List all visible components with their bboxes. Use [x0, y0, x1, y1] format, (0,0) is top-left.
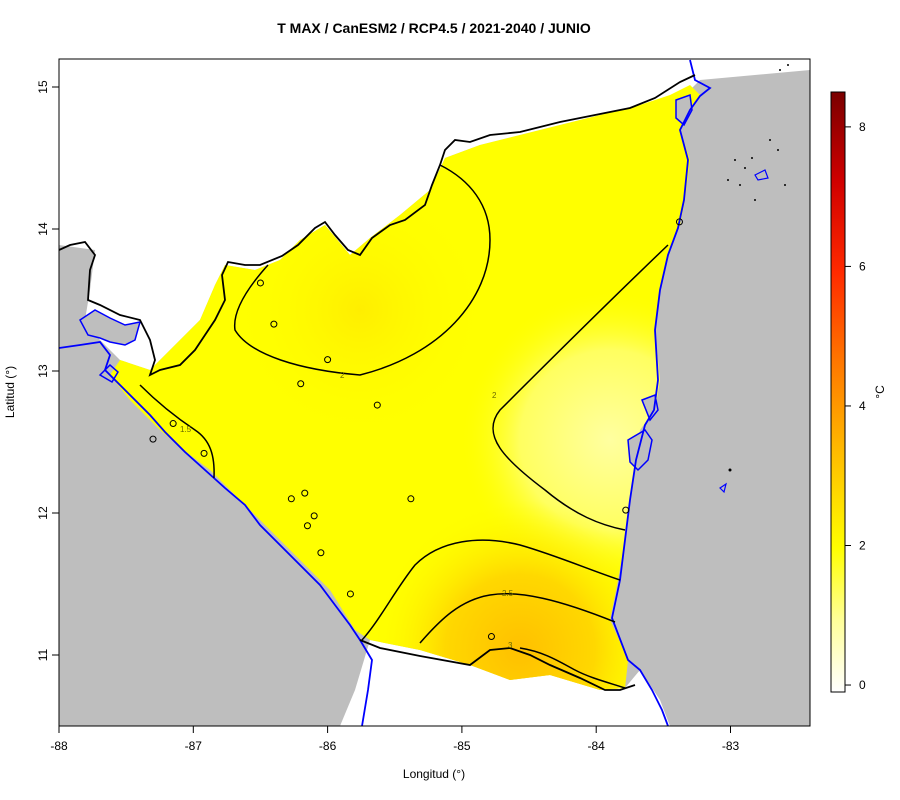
y-tick-label: 14: [36, 222, 50, 236]
colorbar-tick-label: 8: [859, 120, 866, 134]
contour-lines: [139, 164, 669, 689]
colorbar-tick-label: 0: [859, 678, 866, 692]
gulf-of-fonseca: [79, 309, 142, 346]
x-tick-label: -83: [722, 739, 740, 753]
station-marker: [297, 380, 305, 388]
contour-2-north: [233, 164, 491, 376]
station-marker: [324, 356, 332, 364]
x-tick-label: -88: [50, 739, 68, 753]
colorbar-tick-label: 4: [859, 399, 866, 413]
north-lagoon: [675, 93, 693, 127]
colorbar-tick-label: 2: [859, 538, 866, 552]
station-marker: [301, 489, 309, 497]
station-marker: [317, 549, 325, 557]
contour-label: 2: [340, 371, 345, 380]
station-marker: [149, 435, 157, 443]
caribbean-coastline: [611, 59, 712, 726]
x-tick-label: -84: [588, 739, 606, 753]
station-marker: [675, 218, 683, 226]
station-marker: [270, 320, 278, 328]
map-plot-area: 2 2 1.5 2.5 3: [59, 59, 810, 726]
contour-label: 2.5: [502, 589, 514, 598]
station-marker: [622, 506, 630, 514]
x-axis-title: Longitud (°): [403, 767, 465, 781]
colorbar: 0 2 4 6 8 °C: [830, 91, 887, 693]
station-marker: [373, 401, 381, 409]
y-tick-label: 15: [36, 80, 50, 94]
colorbar-gradient: [830, 91, 846, 693]
cosiguina-peninsula: [98, 363, 119, 384]
map-title: T MAX / CanESM2 / RCP4.5 / 2021-2040 / J…: [277, 20, 591, 36]
contour-1-5-west: [139, 384, 215, 479]
y-tick-label: 11: [36, 648, 50, 661]
northern-border: [59, 74, 696, 377]
contour-2-east: [492, 244, 669, 531]
x-tick-label: -85: [453, 739, 471, 753]
pearl-lagoon: [627, 429, 653, 472]
colorbar-label: °C: [873, 385, 887, 399]
x-tick-label: -86: [319, 739, 337, 753]
station-marker: [346, 590, 354, 598]
contour-2-5-south: [361, 539, 621, 641]
corn-island: [719, 482, 727, 494]
cay-island: [754, 169, 769, 181]
x-axis: -88 -87 -86 -85 -84 -83 Longitud (°): [50, 725, 740, 781]
small-cay: [728, 468, 732, 472]
southern-border: [359, 639, 636, 691]
contour-label: 1.5: [180, 425, 192, 434]
northern-land: [59, 59, 810, 370]
station-marker: [303, 522, 311, 530]
station-marker: [287, 495, 295, 503]
station-marker: [407, 495, 415, 503]
contour-labels: 2 2 1.5 2.5 3: [180, 371, 514, 650]
station-marker: [310, 512, 318, 520]
station-marker: [200, 449, 208, 457]
contour-3-south: [419, 592, 616, 644]
y-axis-title: Latitud (°): [3, 366, 17, 418]
colorbar-tick-label: 6: [859, 259, 866, 273]
contour-3-inner: [519, 647, 626, 689]
southern-land: [340, 640, 670, 726]
pacific-coastline: [59, 341, 373, 726]
contour-label: 3: [508, 641, 513, 650]
station-markers: [149, 218, 683, 641]
station-marker: [169, 420, 177, 428]
temperature-field: [110, 85, 700, 690]
contour-label: 2: [492, 391, 497, 400]
y-tick-label: 12: [36, 506, 50, 520]
east-lagoon: [641, 393, 659, 422]
station-marker: [256, 279, 264, 287]
y-tick-label: 13: [36, 364, 50, 378]
x-tick-label: -87: [185, 739, 203, 753]
y-axis: 11 12 13 14 15 Latitud (°): [3, 80, 60, 661]
station-marker: [487, 633, 495, 641]
